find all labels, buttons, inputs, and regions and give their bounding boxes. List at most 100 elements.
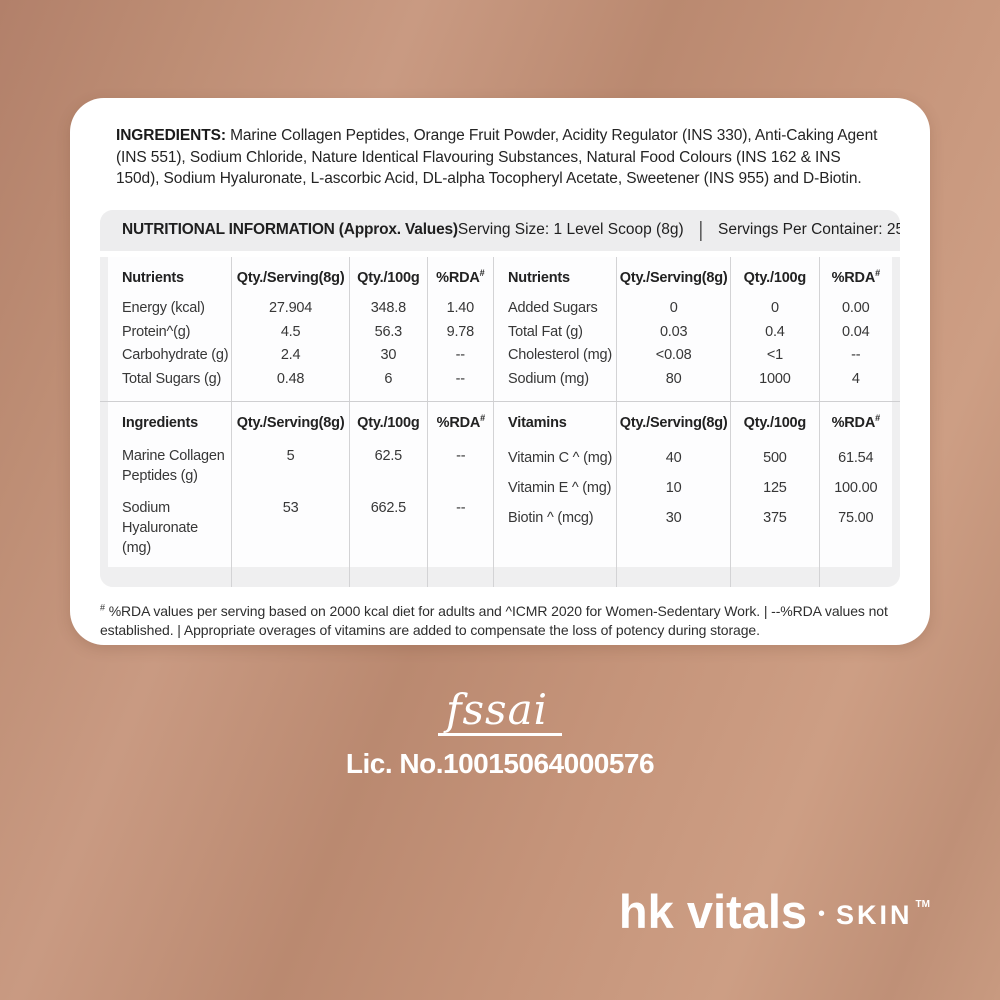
table-bottom-band bbox=[108, 566, 892, 587]
table-cell: 375 bbox=[731, 502, 820, 533]
table-cell: 1.40 bbox=[428, 297, 495, 321]
footnote-marker: # bbox=[100, 601, 105, 612]
table-cell: 0.03 bbox=[617, 320, 732, 344]
table-header-cell: Qty./Serving(8g) bbox=[617, 402, 732, 443]
table-cell: 500 bbox=[731, 442, 820, 473]
header-divider: | bbox=[698, 217, 704, 242]
serving-size: Serving Size: 1 Level Scoop (8g) bbox=[457, 221, 684, 238]
table-header-cell: Nutrients bbox=[494, 256, 618, 297]
table-cell: 61.54 bbox=[838, 449, 874, 466]
column-line bbox=[731, 532, 820, 567]
table-cell: Cholesterol (mg) bbox=[494, 344, 618, 368]
table-header-cell: Qty./Serving(8g) bbox=[232, 402, 351, 443]
table-cell: 30 bbox=[617, 502, 732, 533]
table-cell: Total Fat (g) bbox=[494, 320, 618, 344]
table-cell: 9.78 bbox=[428, 320, 495, 344]
table-cell: -- bbox=[428, 367, 495, 391]
ingredients-label: INGREDIENTS: bbox=[116, 127, 226, 144]
table-cell: Sodium (mg) bbox=[494, 367, 618, 391]
column-line bbox=[108, 391, 233, 401]
fssai-section: fssai Lic. No.10015064000576 bbox=[0, 688, 1000, 780]
column-line bbox=[350, 566, 428, 587]
table-cell: <0.08 bbox=[617, 344, 732, 368]
header-gap bbox=[100, 250, 900, 257]
table-header-cell: %RDA# bbox=[831, 413, 881, 431]
table-cell: 0 bbox=[731, 297, 820, 321]
table-cell: 56.3 bbox=[350, 320, 428, 344]
column-line bbox=[350, 391, 428, 401]
table-header-cell: Qty./Serving(8g) bbox=[617, 256, 732, 297]
nutrients-block: Nutrients Qty./Serving(8g) Qty./100g %RD… bbox=[108, 256, 892, 401]
column-line bbox=[617, 391, 732, 401]
table-cell: 2.4 bbox=[232, 344, 351, 368]
table-cell: 40 bbox=[617, 442, 732, 473]
table-cell: 125 bbox=[731, 472, 820, 503]
column-line bbox=[494, 566, 618, 587]
ingredients-paragraph: INGREDIENTS: Marine Collagen Peptides, O… bbox=[116, 125, 886, 190]
table-cell: 100.00 bbox=[834, 479, 878, 496]
nutrition-header-strip: NUTRITIONAL INFORMATION (Approx. Values)… bbox=[100, 209, 900, 251]
table-cell: 662.5 bbox=[350, 494, 428, 567]
table-cell: Vitamin C ^ (mg) bbox=[494, 442, 618, 473]
table-cell: Biotin ^ (mcg) bbox=[494, 502, 618, 533]
table-cell: Added Sugars bbox=[494, 297, 618, 321]
nutrition-table: Nutrients Qty./Serving(8g) Qty./100g %RD… bbox=[100, 256, 900, 567]
table-cell: 10 bbox=[617, 472, 732, 503]
table-cell: Total Sugars (g) bbox=[108, 367, 233, 391]
table-cell: 0.4 bbox=[731, 320, 820, 344]
table-cell: -- bbox=[851, 347, 861, 363]
table-cell: Energy (kcal) bbox=[108, 297, 233, 321]
column-line bbox=[820, 391, 892, 401]
table-cell: 5 bbox=[232, 442, 351, 495]
table-header-cell: %RDA# bbox=[831, 267, 881, 286]
table-cell: 0.00 bbox=[842, 300, 870, 316]
table-cell: 80 bbox=[617, 367, 732, 391]
table-cell: 30 bbox=[350, 344, 428, 368]
servings-per-container: Servings Per Container: 25 bbox=[718, 221, 900, 238]
rda-footnote-marker: # bbox=[875, 267, 880, 278]
column-line bbox=[617, 532, 732, 567]
table-cell: 6 bbox=[350, 367, 428, 391]
table-cell: -- bbox=[428, 344, 495, 368]
nutrition-panel: NUTRITIONAL INFORMATION (Approx. Values)… bbox=[100, 209, 900, 587]
rda-footnote: # %RDA values per serving based on 2000 … bbox=[100, 601, 888, 638]
column-line bbox=[232, 566, 351, 587]
column-line bbox=[820, 533, 892, 567]
fssai-license-number: Lic. No.10015064000576 bbox=[345, 748, 655, 779]
column-line bbox=[428, 391, 495, 401]
nutrition-label-card: INGREDIENTS: Marine Collagen Peptides, O… bbox=[70, 98, 930, 645]
column-line bbox=[731, 566, 820, 587]
column-line bbox=[494, 532, 618, 567]
brand-logo: hk vitals • SKIN TM bbox=[619, 884, 930, 939]
table-cell: 0.04 bbox=[842, 323, 870, 340]
trademark-symbol: TM bbox=[915, 899, 930, 910]
table-cell: <1 bbox=[731, 344, 820, 368]
table-cell: -- bbox=[456, 447, 466, 464]
rda-footnote-marker: # bbox=[479, 267, 485, 278]
table-cell: 348.8 bbox=[350, 297, 428, 321]
rda-footnote-marker: # bbox=[875, 413, 880, 424]
table-cell: 75.00 bbox=[838, 509, 874, 526]
column-line bbox=[820, 567, 892, 587]
table-cell: 0 bbox=[617, 297, 732, 321]
column-line bbox=[428, 566, 495, 587]
table-header-cell: Nutrients bbox=[108, 256, 233, 297]
column-line bbox=[617, 566, 732, 587]
brand-dot-separator: • bbox=[818, 903, 826, 925]
column-line bbox=[108, 566, 233, 587]
table-header-cell: %RDA# bbox=[428, 256, 495, 297]
table-cell: -- bbox=[456, 499, 466, 516]
table-cell: Vitamin E ^ (mg) bbox=[494, 472, 618, 503]
table-header-cell: Qty./100g bbox=[731, 402, 820, 443]
table-header-cell: Qty./100g bbox=[350, 402, 428, 443]
table-header-cell: Qty./100g bbox=[731, 256, 820, 297]
brand-name: hk vitals bbox=[618, 885, 808, 938]
table-header-cell: Ingredients bbox=[108, 402, 233, 443]
ingredients-text: Marine Collagen Peptides, Orange Fruit P… bbox=[116, 127, 878, 187]
table-header-cell: Qty./Serving(8g) bbox=[232, 256, 351, 297]
table-cell: 62.5 bbox=[350, 442, 428, 495]
column-line bbox=[232, 391, 351, 401]
table-cell: 4.5 bbox=[232, 320, 351, 344]
table-header-cell: Vitamins bbox=[494, 402, 618, 443]
